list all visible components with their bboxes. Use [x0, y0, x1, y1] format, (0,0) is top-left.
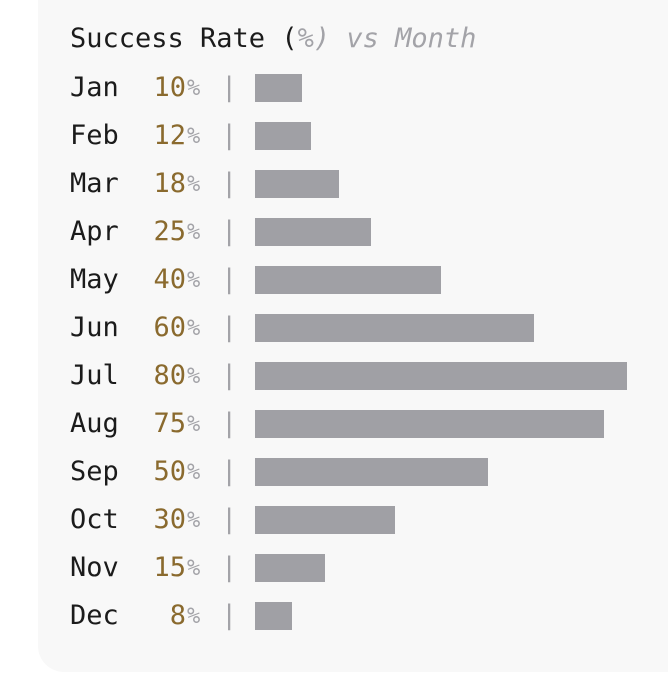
unit-label: %: [187, 604, 201, 629]
separator: |: [221, 552, 238, 583]
value-label: 50: [153, 456, 186, 487]
bar-row-feb: Feb 12% |: [0, 119, 668, 153]
category-label: Jun: [70, 312, 119, 343]
value-label: 10: [153, 72, 186, 103]
value-label: 80: [153, 360, 186, 391]
unit-label: %: [187, 508, 201, 533]
bar: [255, 602, 292, 630]
title-unit: %: [297, 23, 314, 54]
bar-row-jul: Jul 80% |: [0, 359, 668, 393]
value-label: 60: [153, 312, 186, 343]
category-label: Oct: [70, 504, 119, 535]
bar: [255, 218, 371, 246]
bar: [255, 506, 395, 534]
bar-row-oct: Oct 30% |: [0, 503, 668, 537]
bar: [255, 314, 534, 342]
category-label: Nov: [70, 552, 119, 583]
separator: |: [221, 264, 238, 295]
unit-label: %: [187, 172, 201, 197]
value-label: 18: [153, 168, 186, 199]
bar-row-nov: Nov 15% |: [0, 551, 668, 585]
unit-label: %: [187, 460, 201, 485]
bar: [255, 458, 488, 486]
category-label: Dec: [70, 600, 119, 631]
chart-title: Success Rate (%) vs Month: [70, 22, 476, 56]
unit-label: %: [187, 364, 201, 389]
bar-row-jan: Jan 10% |: [0, 71, 668, 105]
category-label: Jan: [70, 72, 119, 103]
title-main: Success Rate (: [70, 23, 298, 54]
unit-label: %: [187, 220, 201, 245]
unit-label: %: [187, 268, 201, 293]
separator: |: [221, 168, 238, 199]
unit-label: %: [187, 316, 201, 341]
separator: |: [221, 72, 238, 103]
separator: |: [221, 120, 238, 151]
bar-row-dec: Dec 8% |: [0, 599, 668, 633]
value-label: 8: [169, 600, 186, 631]
category-label: Mar: [70, 168, 119, 199]
separator: |: [221, 312, 238, 343]
separator: |: [221, 216, 238, 247]
category-label: Aug: [70, 408, 119, 439]
separator: |: [221, 456, 238, 487]
bar-row-jun: Jun 60% |: [0, 311, 668, 345]
category-label: Sep: [70, 456, 119, 487]
value-label: 75: [153, 408, 186, 439]
value-label: 15: [153, 552, 186, 583]
bar: [255, 74, 302, 102]
category-label: May: [70, 264, 119, 295]
unit-label: %: [187, 412, 201, 437]
value-label: 25: [153, 216, 186, 247]
bar-row-sep: Sep 50% |: [0, 455, 668, 489]
bar: [255, 266, 441, 294]
unit-label: %: [187, 76, 201, 101]
bar: [255, 554, 325, 582]
separator: |: [221, 504, 238, 535]
unit-label: %: [187, 124, 201, 149]
bar-row-may: May 40% |: [0, 263, 668, 297]
category-label: Apr: [70, 216, 119, 247]
category-label: Feb: [70, 120, 119, 151]
unit-label: %: [187, 556, 201, 581]
separator: |: [221, 360, 238, 391]
separator: |: [221, 600, 238, 631]
bar: [255, 410, 604, 438]
value-label: 30: [153, 504, 186, 535]
bar: [255, 122, 311, 150]
bar: [255, 170, 339, 198]
bar-row-aug: Aug 75% |: [0, 407, 668, 441]
bar: [255, 362, 627, 390]
value-label: 12: [153, 120, 186, 151]
title-rest: ) vs Month: [313, 23, 477, 54]
separator: |: [221, 408, 238, 439]
bar-row-mar: Mar 18% |: [0, 167, 668, 201]
value-label: 40: [153, 264, 186, 295]
category-label: Jul: [70, 360, 119, 391]
bar-row-apr: Apr 25% |: [0, 215, 668, 249]
